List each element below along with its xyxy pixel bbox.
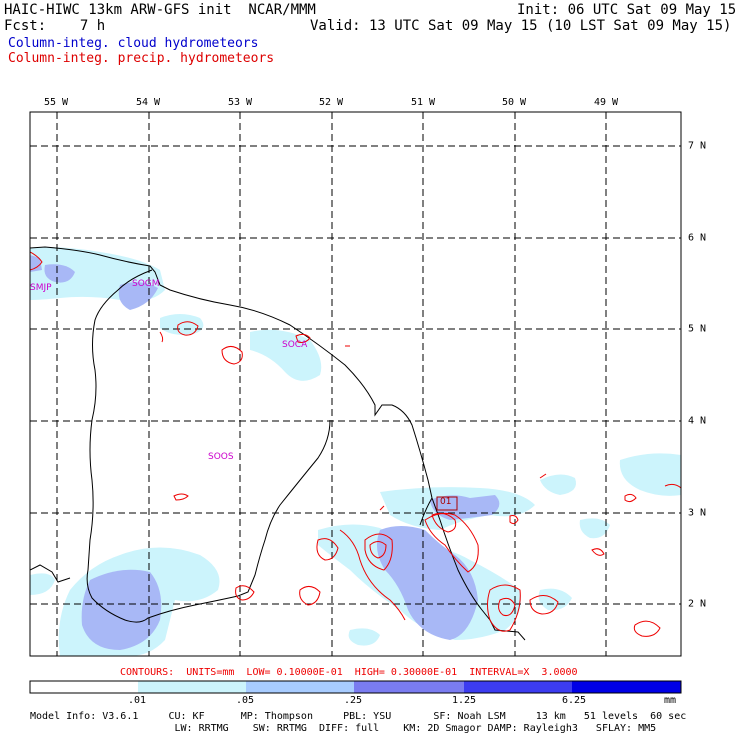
contours-note: CONTOURS: UNITS=mm LOW= 0.10000E-01 HIGH… xyxy=(120,667,578,678)
lat-label-3n: 3 N xyxy=(688,507,707,519)
lon-label-51w: 51 W xyxy=(410,97,436,108)
station-sogm: SOGM xyxy=(132,279,160,289)
precip-contours xyxy=(30,251,681,637)
colorbar-tick-5: 6.25 xyxy=(562,695,587,706)
station-soca: SOCA xyxy=(282,340,308,350)
lat-label-5n: 5 N xyxy=(688,323,707,335)
colorbar-tick-4: 1.25 xyxy=(452,695,477,706)
lat-label-7n: 7 N xyxy=(688,140,707,152)
legend-cloud: Column-integ. cloud hydrometeors xyxy=(8,36,259,51)
colorbar-tick-2: .05 xyxy=(236,695,255,706)
plot-title: HAIC-HIWC 13km ARW-GFS init NCAR/MMM xyxy=(4,2,316,18)
lat-label-2n: 2 N xyxy=(688,598,707,610)
init-time: Init: 06 UTC Sat 09 May 15 xyxy=(517,2,737,18)
lat-label-4n: 4 N xyxy=(688,415,707,427)
model-info-line1: Model Info: V3.6.1 CU: KF MP: Thompson P… xyxy=(30,711,687,722)
lon-label-55w: 55 W xyxy=(43,97,69,108)
map-frame xyxy=(29,111,682,657)
lon-label-50w: 50 W xyxy=(501,97,527,108)
station-smjp: SMJP xyxy=(30,283,52,293)
station-soos: SOOS xyxy=(208,452,234,462)
lon-label-54w: 54 W xyxy=(135,97,161,108)
coastline xyxy=(30,246,526,641)
model-info-line2: LW: RRTMG SW: RRTMG DIFF: full KM: 2D Sm… xyxy=(30,723,657,734)
colorbar-unit: mm xyxy=(664,695,677,706)
station-box xyxy=(436,496,458,511)
lat-label-6n: 6 N xyxy=(688,232,707,244)
lon-label-53w: 53 W xyxy=(227,97,253,108)
colorbar-seg-3 xyxy=(354,681,464,693)
valid-time: Valid: 13 UTC Sat 09 May 15 (10 LST Sat … xyxy=(310,18,732,34)
colorbar-seg-5 xyxy=(572,681,681,693)
colorbar-seg-1 xyxy=(138,681,246,693)
colorbar-seg-0 xyxy=(30,681,138,693)
station-01: 01 xyxy=(440,497,452,507)
colorbar-tick-3: .25 xyxy=(344,695,363,706)
colorbar-tick-1: .01 xyxy=(128,695,147,706)
lon-label-52w: 52 W xyxy=(318,97,344,108)
lon-label-49w: 49 W xyxy=(593,97,619,108)
forecast-hour: Fcst: 7 h xyxy=(4,18,106,34)
colorbar-seg-4 xyxy=(464,681,572,693)
legend-precip: Column-integ. precip. hydrometeors xyxy=(8,51,275,66)
lat-lon-grid xyxy=(30,112,681,656)
colorbar-seg-2 xyxy=(246,681,354,693)
